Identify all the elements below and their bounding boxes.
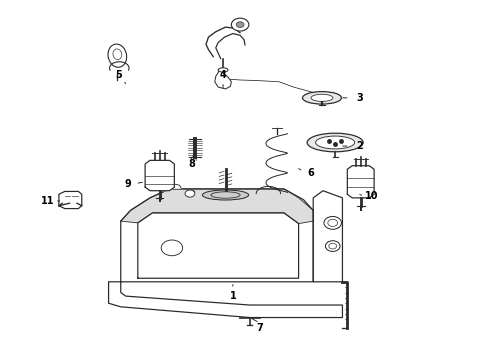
Text: 6: 6	[307, 168, 314, 178]
Circle shape	[236, 22, 244, 27]
Polygon shape	[170, 184, 182, 189]
Ellipse shape	[307, 133, 363, 152]
Text: 7: 7	[256, 323, 263, 333]
Text: 4: 4	[220, 69, 226, 80]
Polygon shape	[138, 213, 298, 278]
Text: 10: 10	[365, 191, 378, 201]
Circle shape	[231, 18, 249, 31]
Text: 9: 9	[124, 179, 131, 189]
Ellipse shape	[302, 91, 342, 104]
Text: 5: 5	[115, 69, 122, 80]
Polygon shape	[216, 33, 245, 59]
Polygon shape	[145, 160, 174, 191]
Polygon shape	[347, 166, 374, 198]
Text: 1: 1	[229, 291, 236, 301]
Polygon shape	[121, 189, 313, 224]
Ellipse shape	[108, 44, 127, 67]
Polygon shape	[215, 70, 231, 89]
Text: 8: 8	[188, 159, 195, 169]
Polygon shape	[313, 191, 343, 282]
Text: 2: 2	[356, 141, 363, 151]
Circle shape	[185, 190, 195, 197]
Ellipse shape	[311, 94, 333, 102]
Ellipse shape	[202, 190, 248, 200]
Polygon shape	[109, 282, 343, 318]
Text: 11: 11	[41, 197, 54, 206]
Ellipse shape	[316, 136, 355, 149]
Polygon shape	[121, 189, 313, 282]
Text: 3: 3	[356, 93, 363, 103]
Ellipse shape	[218, 68, 228, 72]
Polygon shape	[59, 192, 82, 208]
